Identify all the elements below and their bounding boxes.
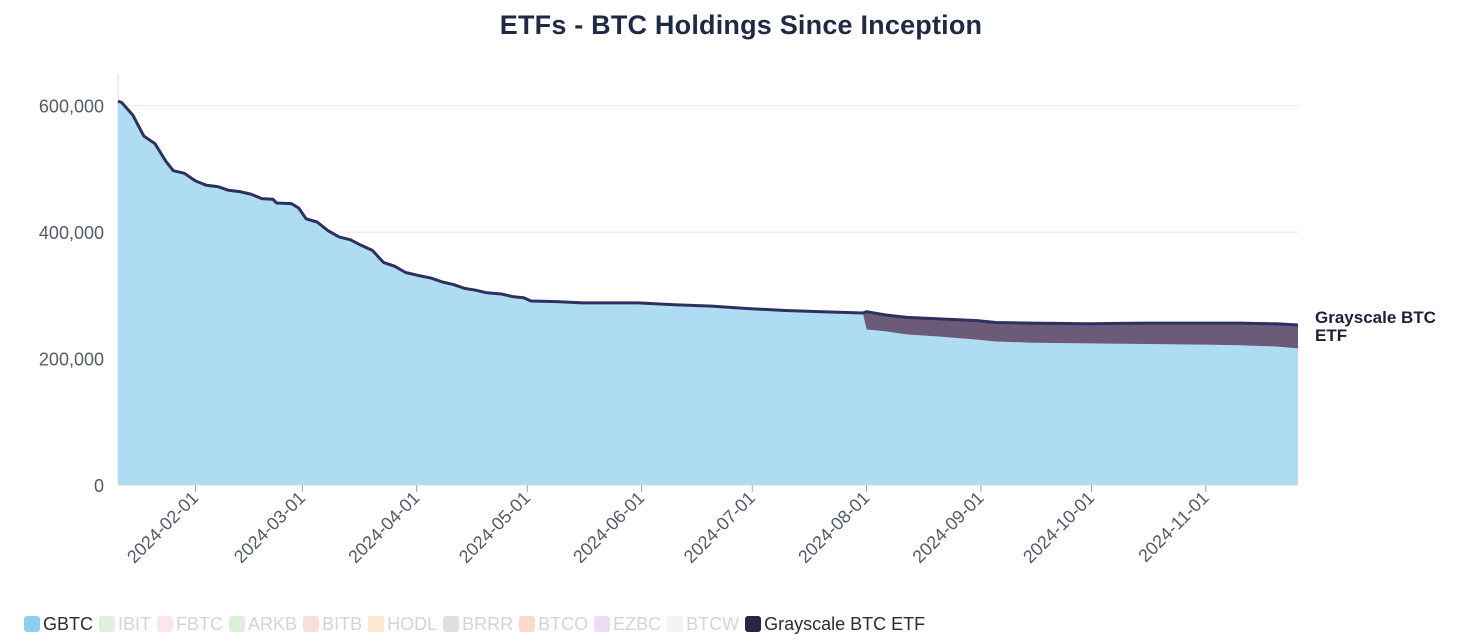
series-end-label: ETF <box>1315 326 1347 345</box>
legend-swatch <box>368 616 385 632</box>
legend-label: BRRR <box>462 613 514 634</box>
y-tick-label: 600,000 <box>39 97 104 117</box>
x-tick-label: 2024-05-01 <box>455 488 534 567</box>
legend-item[interactable]: BTCO <box>519 614 588 635</box>
x-tick-label: 2024-07-01 <box>680 488 759 567</box>
legend-label: ARKB <box>248 613 298 634</box>
legend-label: IBIT <box>118 613 152 634</box>
x-tick-label: 2024-11-01 <box>1134 488 1212 566</box>
x-tick-label: 2024-10-01 <box>1019 488 1098 567</box>
legend-label: HODL <box>387 613 438 634</box>
series-end-label: Grayscale BTC <box>1315 308 1436 327</box>
legend-label: BTCO <box>538 613 589 634</box>
legend-swatch <box>157 616 174 632</box>
y-tick-label: 0 <box>94 476 104 496</box>
legend-item[interactable]: ARKB <box>229 614 297 635</box>
legend-swatch <box>594 616 611 632</box>
y-tick-label: 200,000 <box>39 350 104 370</box>
x-tick-label: 2024-09-01 <box>908 488 987 567</box>
gbtc-area <box>118 101 1298 485</box>
legend-item[interactable]: Grayscale BTC ETF <box>745 614 925 635</box>
total-holdings-line <box>117 99 1299 327</box>
legend-swatch <box>99 616 116 632</box>
legend-label: EZBC <box>613 613 662 634</box>
legend-item[interactable]: FBTC <box>157 614 223 635</box>
legend-label: FBTC <box>176 613 224 634</box>
legend-item[interactable]: BTCW <box>667 614 739 635</box>
legend-item[interactable]: BRRR <box>443 614 513 635</box>
legend-label: BITB <box>322 613 363 634</box>
x-tick-label: 2024-08-01 <box>794 488 873 567</box>
x-tick-label: 2024-02-01 <box>123 488 202 567</box>
legend-swatch <box>303 616 320 632</box>
legend-swatch <box>519 616 536 632</box>
legend-swatch <box>24 616 40 632</box>
legend-item[interactable]: BITB <box>303 614 362 635</box>
legend-item[interactable]: EZBC <box>594 614 661 635</box>
legend-label: GBTC <box>43 613 94 634</box>
chart-title: ETFs - BTC Holdings Since Inception <box>499 10 983 40</box>
legend-swatch <box>667 616 684 632</box>
legend-item[interactable]: IBIT <box>99 614 151 635</box>
y-tick-label: 400,000 <box>39 223 104 243</box>
legend-label: BTCW <box>686 613 740 634</box>
legend: GBTC IBIT FBTC ARKB BITB HODL BRRR BTCO EZBC BTCW… <box>24 612 931 636</box>
legend-swatch <box>229 616 246 632</box>
legend-swatch <box>443 616 460 632</box>
legend-swatch <box>745 616 762 632</box>
legend-label: Grayscale BTC ETF <box>764 613 926 634</box>
x-tick-label: 2024-06-01 <box>569 488 648 567</box>
legend-item[interactable]: GBTC <box>24 614 93 635</box>
x-tick-label: 2024-04-01 <box>344 488 423 567</box>
legend-item[interactable]: HODL <box>368 614 437 635</box>
x-tick-label: 2024-03-01 <box>230 488 309 567</box>
